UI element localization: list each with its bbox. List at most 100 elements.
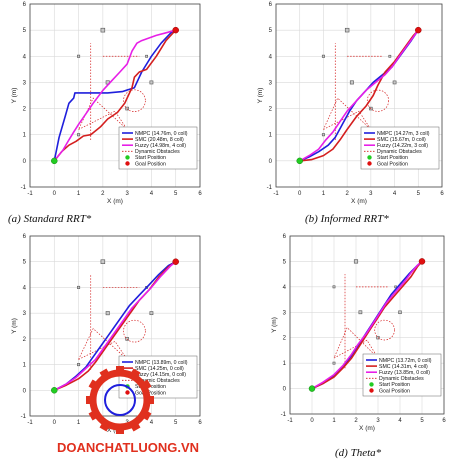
x-tick-label: 4 [398, 418, 402, 424]
x-tick-label: 6 [198, 420, 202, 426]
gear-ring [89, 369, 151, 431]
y-tick-label: 4 [23, 54, 27, 60]
x-tick-label: 3 [376, 418, 380, 424]
y-tick-label: 4 [23, 285, 27, 291]
x-tick-label: 1 [77, 191, 81, 197]
series-line-2 [53, 29, 177, 162]
static-obstacle [100, 259, 106, 264]
legend-entry: Goal Position [379, 388, 410, 394]
y-tick-label: -1 [281, 412, 287, 418]
legend-entry: Fuzzy (13.85m, 0 coll) [379, 370, 430, 376]
legend-entry: Fuzzy (14.15m, 0 coll) [135, 372, 186, 378]
x-tick-label: 2 [345, 191, 349, 197]
dynamic-obstacle-trace [78, 97, 128, 130]
x-axis-label: X (m) [351, 198, 367, 205]
y-tick-label: 1 [23, 133, 27, 139]
x-tick-label: 6 [198, 191, 202, 197]
x-tick-label: 0 [298, 191, 302, 197]
panel-caption: (b) Informed RRT* [305, 213, 389, 225]
series-line-3 [53, 29, 176, 162]
legend-entry: SMC (14.31m, 4 coll) [379, 364, 428, 370]
static-obstacle [392, 80, 397, 85]
y-tick-label: 3 [23, 80, 27, 86]
x-axis-label: X (m) [107, 198, 123, 205]
y-axis-label: Y (m) [257, 88, 264, 104]
series-line-1 [53, 260, 177, 392]
chart-panel-2: -1 0 1 2 3 4 5 6 -1 0 1 2 3 4 5 6 X (m) Y (m) NMPC (14.27m… [257, 2, 444, 225]
static-obstacle [398, 310, 402, 315]
legend-swatch [125, 161, 130, 166]
static-obstacle [77, 54, 81, 58]
y-tick-label: 2 [23, 337, 27, 343]
x-tick-label: 5 [420, 418, 424, 424]
y-tick-label: 1 [283, 361, 287, 367]
panel-caption: (a) Standard RRT* [8, 213, 92, 225]
y-tick-label: 5 [23, 28, 27, 34]
x-tick-label: 4 [150, 191, 154, 197]
x-axis-label: X (m) [107, 427, 123, 434]
panel-caption: (d) Theta* [335, 447, 382, 459]
static-obstacle [353, 259, 359, 264]
static-obstacle [388, 54, 392, 58]
series-line-3 [299, 29, 419, 162]
x-tick-label: 4 [393, 191, 397, 197]
x-tick-label: 0 [53, 420, 57, 426]
static-obstacle [394, 285, 397, 289]
legend-entry: Dynamic Obstacles [377, 149, 422, 155]
y-tick-label: 5 [269, 28, 273, 34]
legend-entry: Start Position [377, 155, 408, 161]
legend-entry: Goal Position [135, 390, 166, 396]
x-tick-label: 2 [101, 191, 105, 197]
legend-entry: SMC (15.67m, 0 coll) [377, 137, 426, 143]
x-tick-label: 6 [442, 418, 446, 424]
axes-frame [29, 235, 201, 417]
static-obstacle [77, 363, 81, 367]
series-line-3 [53, 261, 177, 392]
y-tick-label: 0 [283, 387, 287, 393]
legend-entry: NMPC (13.72m, 0 coll) [379, 358, 432, 364]
legend-entry: NMPC (14.27m, 3 coll) [377, 131, 430, 137]
start-marker [308, 385, 316, 392]
x-tick-label: 5 [174, 191, 178, 197]
y-tick-label: 5 [23, 260, 27, 266]
legend-entry: NMPC (13.89m, 0 coll) [135, 360, 188, 366]
legend-box [360, 126, 440, 170]
y-tick-label: 3 [23, 311, 27, 317]
x-tick-label: 6 [440, 191, 444, 197]
y-tick-label: 2 [283, 336, 287, 342]
y-tick-label: 6 [23, 2, 27, 8]
static-obstacle [77, 285, 81, 289]
series-line-2 [311, 260, 423, 390]
legend-swatch [369, 388, 374, 393]
start-marker [296, 157, 303, 165]
x-tick-label: 5 [174, 420, 178, 426]
goal-marker [418, 258, 426, 265]
x-tick-label: -1 [27, 191, 33, 197]
y-tick-label: 4 [269, 54, 273, 60]
legend-swatch [369, 382, 374, 387]
watermark-text: DOANCHATLUONG.VN [57, 440, 199, 455]
x-axis-label: X (m) [359, 425, 375, 432]
y-tick-label: 2 [269, 107, 273, 113]
y-tick-label: -1 [267, 185, 273, 191]
y-tick-label: 0 [269, 159, 273, 165]
legend-entry: Dynamic Obstacles [379, 376, 424, 382]
static-obstacle [332, 285, 336, 289]
legend-entry: Fuzzy (14.98m, 4 coll) [135, 143, 186, 149]
x-tick-label: 0 [310, 418, 314, 424]
axes-frame [289, 235, 445, 415]
static-obstacle [149, 311, 154, 316]
x-tick-label: -1 [27, 420, 33, 426]
legend-swatch [125, 155, 130, 160]
watermark-logo: DOANCHATLUONG.VN [57, 366, 199, 455]
y-tick-label: 6 [269, 2, 273, 8]
static-obstacle [77, 133, 81, 137]
static-obstacle [321, 54, 325, 58]
x-tick-label: 1 [322, 191, 326, 197]
legend: NMPC (14.27m, 3 coll)SMC (15.67m, 0 coll… [360, 126, 440, 170]
y-axis-label: Y (m) [271, 317, 278, 333]
y-tick-label: 3 [283, 310, 287, 316]
y-axis-label: Y (m) [11, 318, 18, 334]
dynamic-obstacle-trace [78, 327, 128, 360]
legend-box [362, 353, 442, 397]
